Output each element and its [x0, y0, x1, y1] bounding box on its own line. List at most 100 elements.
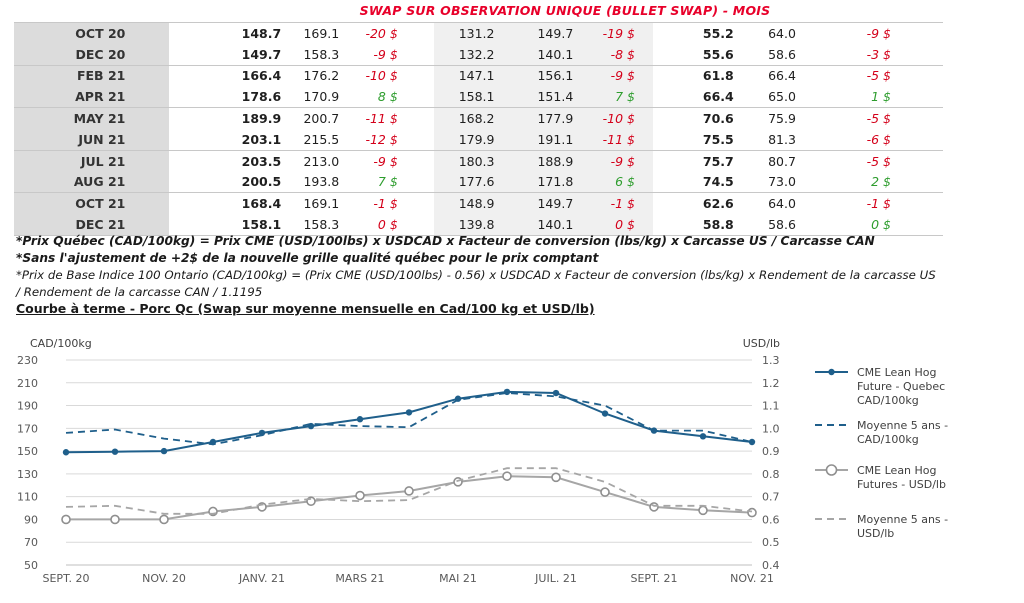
spacer-cell [415, 21, 435, 44]
table-row: APR 21 178.6 170.9 8 $ 158.1 151.4 7 $ 66.4 65.0… [14, 86, 943, 108]
data-point [110, 514, 120, 525]
value-cell: 58.6 [733, 214, 798, 236]
value-cell: 140.1 [494, 43, 576, 66]
legend-label: CME Lean Hog [857, 464, 937, 477]
spacer-cell [415, 149, 435, 172]
value-cell: 171.8 [494, 171, 576, 193]
value-cell: 179.9 [434, 128, 495, 151]
value-cell: 151.4 [494, 86, 576, 108]
value-cell: 58.8 [675, 214, 734, 236]
spacer-cell [415, 192, 435, 215]
data-point [699, 433, 707, 440]
diff-cell: -8 $ [575, 43, 653, 66]
data-point [61, 514, 71, 525]
value-cell: 203.1 [190, 128, 282, 151]
month-cell: DEC 21 [14, 214, 170, 236]
table-row: OCT 21 168.4 169.1 -1 $148.9 149.7 -1 $62.6 64… [14, 192, 943, 215]
value-cell: 55.6 [675, 43, 734, 66]
forward-curve-chart: 50 70 90 110 130 150 170 190 210 230 0.4 0.5 0.6 0.7 0… [0, 322, 1024, 603]
chart-svg: 50 70 90 110 130 150 170 190 210 230 0.4 0.5 0.6 0.7 0… [17, 337, 948, 585]
y-left-tick-label: 170 [17, 422, 38, 435]
data-point [160, 447, 168, 455]
y-right-tick-label: 0.6 [762, 513, 780, 526]
diff-cell: 0 $ [575, 214, 653, 236]
diff-cell: 7 $ [341, 171, 416, 193]
spacer-cell [169, 86, 191, 108]
series-line-0 [65, 390, 753, 454]
diff-cell: -1 $ [575, 192, 653, 215]
value-cell: 73.0 [733, 171, 798, 193]
value-cell: 149.7 [494, 21, 576, 44]
value-cell: 169.1 [281, 192, 342, 215]
spacer-cell [652, 21, 676, 44]
spacer-cell [169, 149, 191, 172]
y-left-tick-label: 70 [24, 536, 38, 549]
table-row: FEB 21 166.4 176.2 -10 $ 147.1 156.1 -9 $ 61.8 6… [14, 64, 943, 87]
value-cell: 80.7 [733, 149, 798, 172]
value-cell: 64.0 [733, 192, 798, 215]
spacer-cell [415, 64, 435, 87]
value-cell: 215.5 [281, 128, 342, 151]
month-cell: MAY 21 [14, 107, 170, 129]
table-row: MAY 21 189.9 200.7 -11 $ 168.2 177.9 -10 $ 70.6… [14, 107, 943, 129]
y-right-tick-label: 1.3 [762, 354, 780, 367]
footnotes: *Prix Québec (CAD/100kg) = Prix CME (USD… [16, 233, 1016, 301]
diff-cell: -1 $ [797, 192, 943, 215]
diff-cell: -6 $ [797, 128, 943, 151]
spacer-cell [652, 64, 676, 87]
x-tick-label: SEPT. 21 [631, 572, 678, 585]
spacer-cell [415, 107, 435, 129]
spacer-cell [652, 171, 676, 193]
y-left-axis-title: CAD/100kg [30, 337, 92, 350]
spacer-cell [652, 43, 676, 66]
series-line-3 [65, 467, 753, 515]
value-cell: 189.9 [190, 107, 282, 129]
y-right-tick-label: 0.4 [762, 559, 780, 572]
spacer-cell [169, 171, 191, 193]
diff-cell: 6 $ [575, 171, 653, 193]
value-cell: 178.6 [190, 86, 282, 108]
value-cell: 66.4 [733, 64, 798, 87]
value-cell: 191.1 [494, 128, 576, 151]
diff-cell: -1 $ [341, 192, 416, 215]
spacer-cell [169, 214, 191, 236]
diff-cell: -9 $ [797, 21, 943, 44]
month-cell: OCT 21 [14, 192, 170, 215]
spacer-cell [652, 128, 676, 151]
value-cell: 158.3 [281, 43, 342, 66]
value-cell: 180.3 [434, 149, 495, 172]
x-tick-label: JUIL. 21 [534, 572, 577, 585]
diff-cell: -10 $ [575, 107, 653, 129]
y-left-tick-label: 110 [17, 491, 38, 504]
value-cell: 75.5 [675, 128, 734, 151]
value-cell: 132.2 [434, 43, 495, 66]
spacer-cell [652, 214, 676, 236]
month-cell: JUN 21 [14, 128, 170, 151]
value-cell: 147.1 [434, 64, 495, 87]
spacer-cell [416, 129, 435, 150]
value-cell: 55.2 [675, 21, 734, 44]
spacer-cell [652, 107, 676, 129]
spacer-cell [416, 86, 435, 107]
value-cell: 156.1 [494, 64, 576, 87]
value-cell: 158.3 [281, 214, 342, 236]
value-cell: 158.1 [190, 214, 282, 236]
legend-label: CME Lean Hog [857, 366, 937, 379]
diff-cell: -9 $ [575, 64, 653, 87]
spacer-cell [169, 43, 191, 66]
data-point [698, 505, 708, 516]
value-cell: 168.2 [434, 107, 495, 129]
value-cell: 64.0 [733, 21, 798, 44]
diff-cell: 7 $ [575, 86, 653, 108]
data-point [748, 438, 756, 446]
value-cell: 61.8 [675, 64, 734, 87]
spacer-cell [652, 149, 676, 172]
data-point [552, 389, 560, 397]
diff-cell: 2 $ [797, 171, 943, 193]
y-right-axis-title: USD/lb [743, 337, 780, 350]
spacer-cell [415, 214, 435, 236]
chart-heading: Courbe à terme - Porc Qc (Swap sur moyen… [16, 301, 595, 316]
spacer-cell [169, 107, 191, 129]
spacer-cell [652, 86, 676, 108]
value-cell: 176.2 [281, 64, 342, 87]
